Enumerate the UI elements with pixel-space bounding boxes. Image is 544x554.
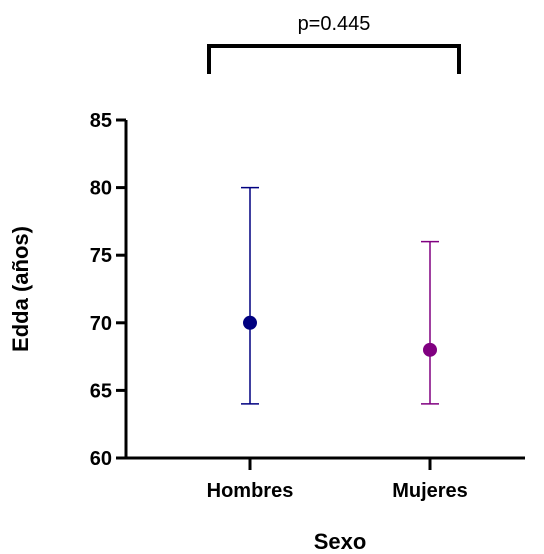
- data-point: [423, 342, 437, 357]
- y-axis-title: Edda (años): [8, 226, 33, 352]
- x-ticks: Hombres Mujeres: [207, 458, 468, 502]
- x-axis-title: Sexo: [314, 529, 367, 554]
- p-value-label: p=0.445: [298, 13, 371, 35]
- y-tick-label: 60: [90, 448, 112, 470]
- y-tick-label: 65: [90, 380, 112, 402]
- data-marks: [241, 186, 439, 405]
- data-point: [243, 315, 257, 330]
- y-ticks: 60 65 70 75 80 85: [90, 110, 126, 470]
- x-tick-label: Hombres: [207, 480, 294, 502]
- y-tick-label: 70: [90, 313, 112, 335]
- x-tick-label: Mujeres: [392, 480, 468, 502]
- y-tick-label: 75: [90, 245, 112, 267]
- y-tick-label: 80: [90, 178, 112, 200]
- y-tick-label: 85: [90, 110, 112, 132]
- significance-bracket: [207, 44, 461, 74]
- significance-annotation: p=0.445: [207, 13, 461, 74]
